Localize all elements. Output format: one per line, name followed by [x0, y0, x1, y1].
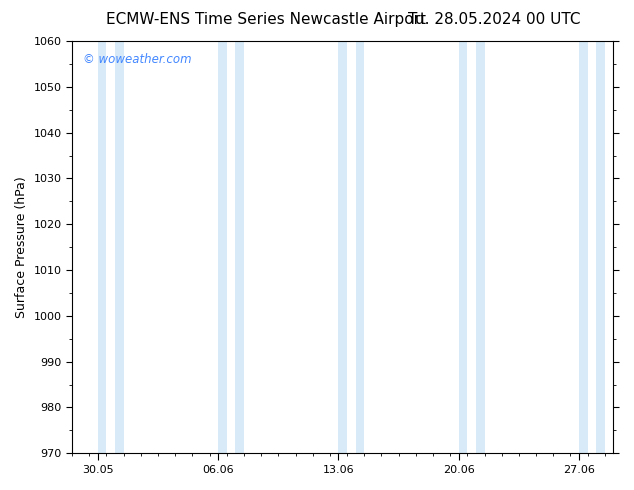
Bar [115, 41, 124, 453]
Bar [98, 41, 107, 453]
Bar [218, 41, 227, 453]
Bar [459, 41, 467, 453]
Bar [235, 41, 244, 453]
Text: Tu. 28.05.2024 00 UTC: Tu. 28.05.2024 00 UTC [408, 12, 581, 27]
Bar [579, 41, 588, 453]
Bar [476, 41, 484, 453]
Text: ECMW-ENS Time Series Newcastle Airport: ECMW-ENS Time Series Newcastle Airport [107, 12, 426, 27]
Bar [339, 41, 347, 453]
Y-axis label: Surface Pressure (hPa): Surface Pressure (hPa) [15, 176, 28, 318]
Text: © woweather.com: © woweather.com [83, 53, 191, 67]
Bar [356, 41, 365, 453]
Bar [596, 41, 605, 453]
